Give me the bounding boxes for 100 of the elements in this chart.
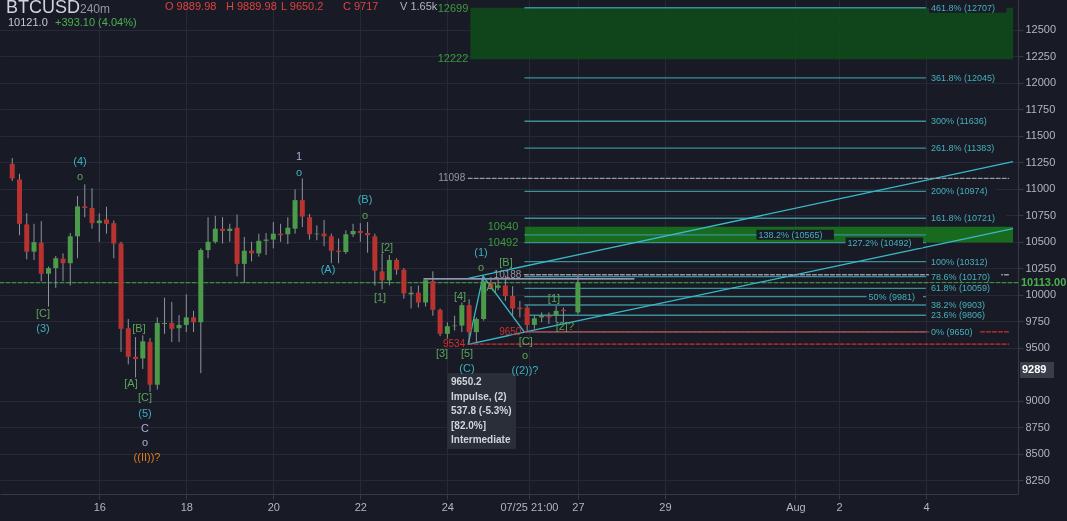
series-label: 78.6% (10170)	[930, 271, 990, 282]
annotation: (1)	[474, 246, 488, 258]
annotation: (4)	[73, 155, 87, 167]
annotation: [5]	[460, 347, 474, 359]
candlestick	[256, 233, 262, 258]
series-label: 10188	[493, 268, 522, 280]
annotation: (3)	[36, 322, 50, 334]
x-tick-label: Aug	[786, 500, 806, 513]
x-tick-label: 20	[267, 500, 280, 513]
series-label: 300% (11636)	[930, 116, 987, 127]
annotation: L 9650.2	[281, 0, 324, 12]
y-tick-label: 9500	[1025, 341, 1050, 354]
x-tick-label: 2	[836, 500, 843, 513]
y-tick-label: 11500	[1025, 129, 1056, 142]
annotation: [2]	[380, 241, 394, 253]
candlestick	[96, 212, 102, 243]
chart-subtitle: 240m	[80, 2, 111, 16]
annotation: H 9889.98	[226, 0, 277, 12]
annotation: [1]	[373, 291, 387, 303]
candlestick	[415, 284, 421, 309]
annotation: o	[361, 209, 369, 221]
annotation: V 1.65k	[400, 0, 438, 12]
annotation: (A)	[320, 263, 336, 275]
series-label: 100% (10312)	[930, 256, 988, 267]
text: 9289	[1022, 363, 1047, 375]
chart-title: BTCUSD	[6, 0, 81, 17]
y-tick-label: 12500	[1025, 23, 1057, 36]
annotation: o	[477, 261, 485, 273]
candlestick	[401, 267, 407, 300]
candlestick	[111, 220, 117, 259]
candlestick	[9, 157, 15, 182]
x-tick-label: 16	[93, 500, 106, 513]
candlestick	[169, 301, 175, 343]
annotation: 10492	[487, 236, 519, 248]
annotation: [A]	[124, 377, 138, 389]
annotation: o	[141, 436, 149, 448]
candlestick	[104, 206, 110, 235]
y-tick-label: 9000	[1025, 394, 1050, 407]
candlestick	[553, 305, 559, 323]
annotation: [2]?	[555, 320, 575, 333]
candlestick	[140, 334, 146, 370]
series-label: 38.2% (9903)	[930, 299, 985, 310]
x-tick-label: 27	[572, 500, 585, 513]
candlestick	[437, 307, 443, 337]
annotation: [4]	[453, 290, 467, 302]
y-tick-label: 10500	[1025, 235, 1057, 248]
y-tick-label: 9750	[1025, 314, 1050, 327]
annotation: 10640	[487, 220, 519, 232]
candlestick	[365, 221, 371, 254]
series-label: 200% (10974)	[930, 186, 988, 197]
candlestick	[328, 233, 334, 264]
candlestick	[241, 236, 247, 284]
y-tick-label: 8750	[1025, 420, 1050, 433]
y-tick-label: 11750	[1025, 102, 1056, 115]
candlestick	[473, 316, 479, 343]
annotation: [3]	[435, 347, 449, 359]
candlestick	[459, 302, 465, 333]
annotation: (B)	[357, 193, 373, 205]
candlestick	[183, 293, 189, 333]
annotation: C	[141, 422, 150, 434]
x-tick-label: 24	[441, 500, 454, 513]
annotation: ((II))?	[133, 451, 161, 463]
series-label: 9534	[442, 338, 466, 350]
annotation: +393.10 (4.04%)	[55, 16, 137, 28]
y-tick-label: 10250	[1025, 261, 1057, 274]
x-tick-label: 4	[923, 500, 930, 513]
annotation: (C)	[459, 362, 475, 374]
candlestick	[205, 216, 211, 259]
annotation: 12699	[437, 2, 469, 14]
candlestick	[82, 183, 88, 218]
annotation: [82.0%]	[451, 419, 487, 431]
candlestick	[270, 221, 276, 249]
series-label: 127.2% (10492)	[847, 237, 912, 248]
candlestick	[31, 223, 37, 261]
series-label: 0% (9650)	[930, 326, 973, 337]
series-label: 161.8% (10721)	[930, 213, 995, 224]
candlestick	[191, 310, 197, 333]
annotation: Intermediate	[451, 434, 511, 445]
annotation: 1	[295, 150, 303, 162]
candlestick	[285, 216, 291, 245]
series-label: 61.8% (10059)	[930, 283, 990, 294]
annotation: ((2))?	[511, 364, 539, 376]
series-label: 50% (9981)	[868, 291, 916, 302]
annotation: 12222	[437, 52, 469, 64]
annotation: o	[76, 170, 84, 182]
candlestick	[299, 177, 305, 228]
x-tick-label: 29	[659, 500, 672, 513]
series-label: 9650	[499, 325, 522, 337]
candlestick	[343, 229, 349, 255]
candlestick	[53, 255, 59, 289]
candlestick	[357, 222, 363, 243]
candlestick	[386, 254, 392, 286]
candlestick	[46, 266, 52, 308]
annotation: [C]	[137, 391, 153, 403]
y-tick-label: 8500	[1025, 447, 1050, 460]
x-tick-label: 22	[354, 500, 367, 513]
y-tick-label: 10750	[1025, 208, 1057, 221]
series-label: 461.8% (12707)	[930, 2, 995, 13]
annotation: [B]	[499, 256, 513, 268]
candlestick	[510, 285, 516, 317]
